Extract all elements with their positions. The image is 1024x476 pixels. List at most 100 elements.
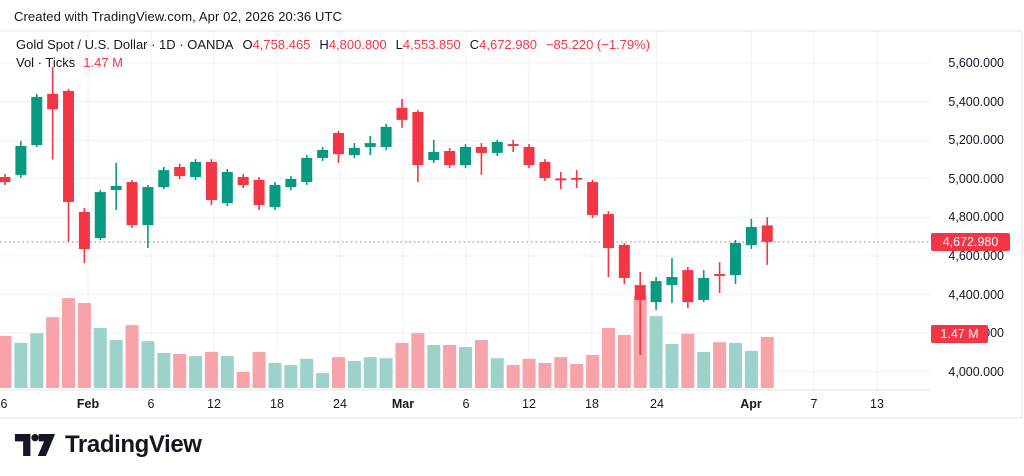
volume-legend-value: 1.47 M xyxy=(83,55,123,70)
volume-bar xyxy=(236,372,250,388)
volume-bar xyxy=(379,358,393,388)
volume-bar xyxy=(459,347,473,388)
time-axis-label: 18 xyxy=(270,397,284,411)
attribution-text: Created with TradingView.com, Apr 02, 20… xyxy=(14,9,342,24)
volume-bar xyxy=(268,363,282,388)
volume-bar xyxy=(0,335,12,388)
candle-body xyxy=(428,151,440,161)
candle-body xyxy=(364,143,376,147)
candle-body xyxy=(650,281,662,303)
candle-body xyxy=(602,214,614,249)
candle-body xyxy=(682,270,694,303)
last-price-badge: 4,672.980 xyxy=(931,233,1010,251)
time-axis-label: Mar xyxy=(391,397,415,411)
volume-bar xyxy=(316,373,330,388)
candle-body xyxy=(126,182,138,226)
ohlc-open: O4,758.465 xyxy=(242,37,311,52)
volume-bar xyxy=(601,327,615,388)
volume-bar xyxy=(14,342,28,388)
ohlc-high: H4,800.800 xyxy=(319,37,387,52)
candle-body xyxy=(253,179,265,206)
candle-body xyxy=(110,185,122,190)
candle-body xyxy=(507,144,519,146)
symbol-title: Gold Spot / U.S. Dollar · 1D · OANDA xyxy=(16,37,234,52)
candle-body xyxy=(571,177,583,180)
volume-bar xyxy=(141,341,155,388)
volume-bar xyxy=(554,357,568,388)
volume-bar xyxy=(189,356,203,388)
volume-bar xyxy=(173,353,187,388)
volume-bar xyxy=(570,364,584,388)
volume-bar xyxy=(395,342,409,388)
candle-body xyxy=(78,211,90,250)
ohlc-low: L4,553.850 xyxy=(395,37,461,52)
candle-body xyxy=(158,170,170,188)
last-volume-badge: 1.47 M xyxy=(931,325,988,343)
time-axis-label: 18 xyxy=(585,397,599,411)
tradingview-brand-text: TradingView xyxy=(65,431,202,458)
ohlc-close: C4,672.980 xyxy=(469,37,537,52)
volume-bar xyxy=(617,334,631,388)
time-axis-label: 24 xyxy=(333,397,347,411)
candle-body xyxy=(301,157,313,183)
volume-bar xyxy=(474,340,488,388)
volume-bar xyxy=(490,358,504,388)
candle-body xyxy=(15,145,27,175)
candle-body xyxy=(618,244,630,278)
volume-bar xyxy=(586,355,600,388)
time-axis-label: 7 xyxy=(810,397,818,411)
candle-body xyxy=(761,225,773,242)
time-axis-label: 12 xyxy=(207,397,221,411)
time-axis-label: 12 xyxy=(522,397,536,411)
candle-body xyxy=(31,96,43,146)
candle-body xyxy=(142,187,154,226)
candle-body xyxy=(63,90,75,202)
price-axis-label: 4,400.000 xyxy=(948,287,1004,302)
volume-bar xyxy=(331,357,345,388)
volume-bar xyxy=(347,360,361,388)
candle-body xyxy=(698,277,710,300)
volume-bar xyxy=(77,302,91,388)
candle-body xyxy=(317,150,329,158)
candle-body xyxy=(221,172,233,204)
candle-body xyxy=(523,146,535,166)
price-axis-label: 4,600.000 xyxy=(948,248,1004,263)
volume-bar xyxy=(411,333,425,388)
volume-bar xyxy=(62,298,76,388)
volume-bar xyxy=(252,351,266,388)
candle-body xyxy=(745,227,757,245)
candle-body xyxy=(729,243,741,276)
candle-body xyxy=(285,178,297,188)
time-axis-label: Apr xyxy=(740,397,762,411)
price-axis-label: 5,600.000 xyxy=(948,56,1004,70)
candle-body xyxy=(332,133,344,155)
time-axis-label: 24 xyxy=(650,397,664,411)
candle-body xyxy=(174,167,186,177)
price-axis-label: 5,000.000 xyxy=(948,171,1004,186)
volume-bar xyxy=(443,344,457,388)
volume-bar xyxy=(93,327,107,388)
volume-bar xyxy=(728,342,742,388)
candle-body xyxy=(714,274,726,277)
candle-body xyxy=(237,177,249,186)
candle-body xyxy=(460,146,472,166)
time-axis-label: 6 xyxy=(462,397,470,411)
candle-body xyxy=(348,147,360,156)
candle-body xyxy=(190,161,202,178)
price-axis-label: 5,400.000 xyxy=(948,94,1004,109)
candle-body xyxy=(94,192,106,239)
tradingview-brand: TradingView xyxy=(14,431,202,459)
volume-legend-label: Vol · Ticks xyxy=(16,55,76,70)
candle-body xyxy=(475,146,487,153)
candle-body xyxy=(396,107,408,120)
price-axis-label: 4,800.000 xyxy=(948,210,1004,225)
candle-body xyxy=(412,112,424,166)
volume-bar xyxy=(125,325,139,388)
volume-bar xyxy=(538,363,552,388)
candle-body xyxy=(539,161,551,179)
candle-body xyxy=(0,177,11,183)
volume-bar xyxy=(427,344,441,388)
volume-bar xyxy=(204,351,218,388)
